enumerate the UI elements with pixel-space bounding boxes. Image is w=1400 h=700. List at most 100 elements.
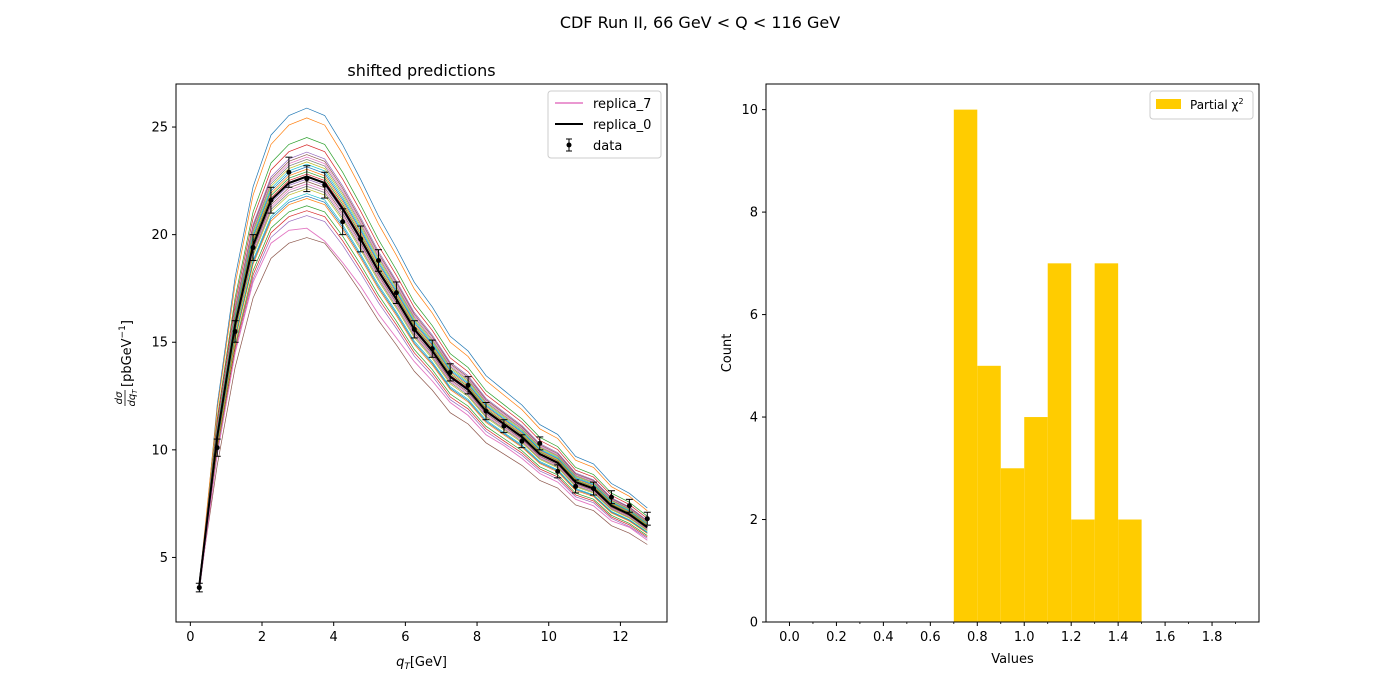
left-ylabel: dσ dqT [pbGeV−1]: [114, 320, 139, 406]
data-marker: [483, 408, 489, 414]
histogram-bar-2: [1000, 468, 1025, 622]
data-marker: [591, 486, 597, 492]
legend-partial-chi2-label: Partial χ2: [1190, 97, 1244, 112]
right-ytick-label: 2: [750, 513, 758, 528]
replica-line-17: [198, 185, 648, 581]
right-xtick-label: 1.4: [1108, 630, 1129, 645]
left-xtick-label: 8: [473, 630, 481, 645]
left-plot-series: [195, 107, 651, 593]
data-marker: [286, 169, 292, 175]
data-marker: [465, 382, 471, 388]
data-point-14: [446, 363, 454, 382]
right-xtick-label: 1.0: [1014, 630, 1035, 645]
data-marker: [537, 440, 543, 446]
data-point-7: [321, 171, 329, 199]
left-ylabel-sup: −1: [118, 325, 128, 338]
left-xlabel-main: q: [396, 655, 404, 670]
data-marker: [429, 346, 435, 352]
histogram-bar-6: [1094, 263, 1119, 622]
replica-line-1: [198, 117, 648, 583]
right-xtick-label: 0.0: [779, 630, 800, 645]
right-ytick-label: 4: [750, 411, 758, 426]
histogram-bar-7: [1118, 519, 1142, 622]
replica-line-18: [198, 188, 648, 585]
shifted-predictions-plot: shifted predictions 0 2 4 6 8 10 12 5 10 15 20 25 q…: [114, 61, 668, 672]
histogram-bar-3: [1024, 417, 1048, 622]
replica-line-23: [198, 210, 648, 591]
legend-data-label: data: [593, 139, 622, 154]
data-point-24: [625, 498, 633, 513]
data-point-8: [339, 208, 347, 236]
replica-line-2: [198, 137, 648, 587]
partial-chi2-histogram: 0.0 0.2 0.4 0.6 0.8 1.0 1.2 1.4 1.6 1.8 0 2 4 6 8 10 Va…: [720, 83, 1260, 667]
right-ylabel: Count: [720, 334, 735, 373]
data-marker: [447, 369, 453, 375]
legend-partial-chi2-swatch: [1156, 99, 1181, 109]
data-marker: [519, 438, 525, 444]
replica-line-24: [198, 215, 648, 582]
replica-line-5: [198, 154, 648, 586]
left-ylabel-close: ]: [120, 320, 135, 325]
data-marker: [501, 423, 507, 429]
replica-line-19: [198, 193, 648, 589]
svg-text:[pbGeV−1]: [pbGeV−1]: [118, 320, 135, 387]
replica-line-0: [198, 107, 648, 592]
data-marker: [626, 503, 632, 509]
data-marker: [608, 494, 614, 500]
right-xlabel: Values: [991, 652, 1034, 667]
left-plot-frame: [175, 83, 668, 623]
data-marker: [322, 182, 328, 188]
left-xtick-label: 4: [330, 630, 338, 645]
left-xlabel-unit: [GeV]: [410, 655, 447, 670]
histogram-bars: [953, 109, 1142, 623]
left-xlabel-sub: T: [404, 662, 411, 672]
left-xtick-label: 12: [612, 630, 629, 645]
right-ytick-label: 10: [741, 103, 758, 118]
left-ytick-label: 5: [160, 551, 168, 566]
data-point-1: [213, 438, 221, 457]
data-marker: [375, 257, 381, 263]
replica-line-12: [198, 171, 648, 587]
replica-line-3: [198, 144, 648, 591]
data-point-20: [554, 464, 562, 479]
data-point-18: [518, 434, 526, 449]
right-ytick-label: 0: [750, 616, 758, 631]
data-point-6: [303, 165, 311, 193]
replica-line-25: [198, 237, 648, 586]
replica-line-7: [198, 159, 648, 581]
right-xtick-label: 0.2: [826, 630, 847, 645]
replica-0-line: [198, 175, 648, 586]
data-point-22: [590, 481, 598, 496]
left-legend-box: [547, 90, 662, 159]
right-xtick-label: 0.6: [920, 630, 941, 645]
left-xtick-label: 6: [401, 630, 409, 645]
data-marker: [232, 328, 238, 334]
replica-line-15: [198, 181, 648, 586]
data-point-25: [643, 511, 651, 526]
left-plot-axes: 0 2 4 6 8 10 12 5 10 15 20 25: [151, 121, 628, 645]
histogram-bar-1: [977, 365, 1001, 622]
data-marker: [214, 445, 220, 451]
left-xtick-label: 10: [540, 630, 557, 645]
histogram-bar-5: [1071, 519, 1095, 622]
legend-replica-0-label: replica_0: [593, 118, 651, 133]
histogram-bar-4: [1047, 263, 1072, 622]
right-ytick-label: 8: [750, 206, 758, 221]
left-xtick-label: 0: [186, 630, 194, 645]
svg-text:dqT: dqT: [127, 389, 139, 407]
left-ytick-label: 25: [151, 121, 168, 136]
right-xtick-label: 1.2: [1061, 630, 1082, 645]
left-ylabel-main: [pbGeV: [120, 338, 135, 387]
replica-line-6: [198, 156, 648, 590]
data-marker: [304, 176, 310, 182]
data-marker: [555, 468, 561, 474]
svg-text:dσ: dσ: [114, 391, 125, 404]
left-ytick-label: 10: [151, 443, 168, 458]
data-point-9: [357, 225, 365, 253]
replica-line-8: [198, 161, 648, 585]
data-point-3: [249, 234, 257, 261]
data-marker: [250, 245, 256, 251]
left-xlabel: qT[GeV]: [396, 655, 447, 672]
data-point-4: [267, 186, 275, 214]
replica-line-9: [198, 163, 648, 589]
